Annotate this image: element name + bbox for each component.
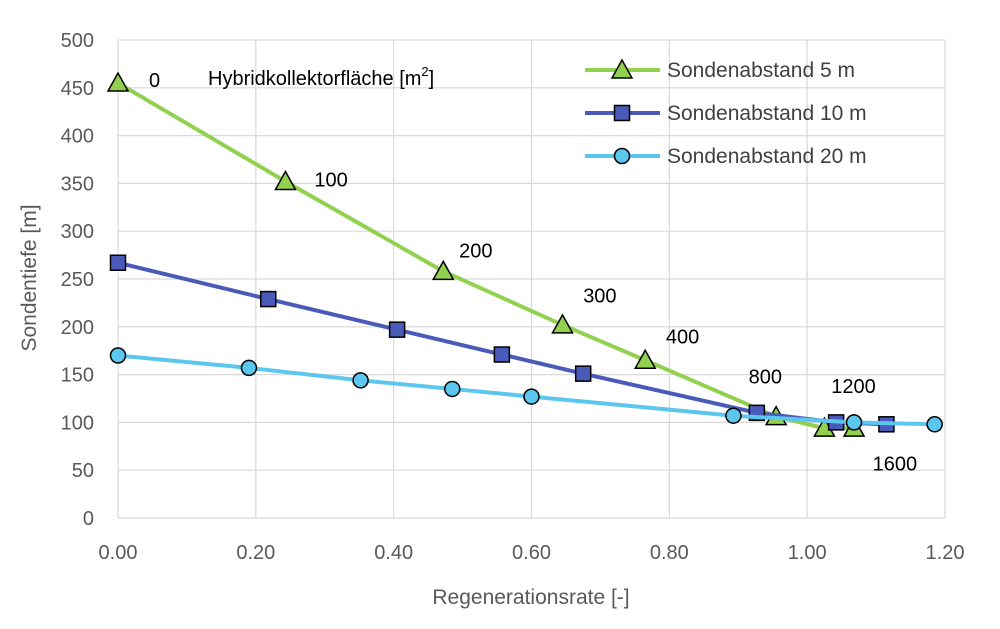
data-point <box>109 254 127 271</box>
y-tick-label: 300 <box>61 221 94 243</box>
y-tick-label: 250 <box>61 269 94 291</box>
x-tick-label: 0.80 <box>650 542 689 564</box>
series-line <box>116 81 855 431</box>
data-point <box>443 380 461 398</box>
inset-label-text: Hybridkollektorfläche [m <box>208 68 421 90</box>
data-point <box>523 388 540 405</box>
legend-item: Sondenabstand 10 m <box>585 102 867 125</box>
point-annotation: 1600 <box>873 454 918 476</box>
inset-label-superscript: 2 <box>421 64 428 79</box>
legend-label: Sondenabstand 10 m <box>667 102 867 125</box>
x-tick-label: 1.00 <box>788 542 827 564</box>
data-point <box>259 290 277 308</box>
y-tick-label: 450 <box>61 78 94 100</box>
y-tick-label: 500 <box>61 30 94 52</box>
data-point <box>240 359 258 377</box>
data-point <box>388 321 406 338</box>
y-tick-label: 150 <box>61 365 94 387</box>
legend-label: Sondenabstand 20 m <box>667 145 867 168</box>
point-annotation: 400 <box>666 326 699 348</box>
series-layer <box>106 71 943 437</box>
y-tick-label: 100 <box>61 412 94 434</box>
data-point <box>432 259 455 281</box>
y-tick-label: 0 <box>83 508 94 530</box>
point-annotation: 800 <box>749 367 782 389</box>
data-point <box>845 414 863 431</box>
series-1 <box>106 71 866 437</box>
y-tick-label: 50 <box>72 460 94 482</box>
point-annotation: 100 <box>314 170 347 192</box>
y-tick-labels: 0 50 100 150 200 250 300 350 400 450 500 <box>61 30 94 530</box>
data-point <box>574 365 592 382</box>
series-line <box>117 353 935 427</box>
legend-label: Sondenabstand 5 m <box>667 59 855 82</box>
data-point <box>109 347 127 364</box>
x-tick-label: 0.40 <box>374 542 413 564</box>
x-tick-label: 0.00 <box>99 542 138 564</box>
y-tick-label: 350 <box>61 173 94 195</box>
legend: Sondenabstand 5 m Sondenabstand 10 m Sonde… <box>585 58 867 168</box>
x-tick-labels: 0.00 0.20 0.40 0.60 0.80 1.00 1.20 <box>99 542 965 564</box>
grid <box>117 39 946 519</box>
point-annotation: 200 <box>459 240 492 262</box>
data-point <box>274 169 297 191</box>
x-tick-label: 0.20 <box>236 542 275 564</box>
legend-item: Sondenabstand 5 m <box>585 58 855 82</box>
inset-label-suffix: ] <box>429 68 435 90</box>
data-point <box>551 313 574 334</box>
y-axis-title: Sondentiefe [m] <box>18 204 41 351</box>
data-point <box>725 407 742 424</box>
y-tick-label: 400 <box>61 126 94 148</box>
legend-marker <box>613 104 631 122</box>
data-point <box>493 346 511 363</box>
data-point <box>926 416 943 433</box>
legend-marker <box>610 58 634 79</box>
series-line <box>117 260 887 427</box>
series-2 <box>109 254 895 433</box>
legend-marker <box>613 147 631 165</box>
y-tick-label: 200 <box>61 317 94 339</box>
point-annotation: 0 <box>149 70 160 92</box>
x-tick-label: 1.20 <box>926 542 965 564</box>
data-point <box>106 71 130 92</box>
point-annotation: 300 <box>583 285 616 307</box>
point-annotation: 1200 <box>831 376 876 398</box>
legend-item: Sondenabstand 20 m <box>585 145 867 168</box>
series-3 <box>109 347 943 433</box>
x-axis-title: Regenerationsrate [-] <box>432 586 629 609</box>
inset-label: Hybridkollektorfläche [m2] <box>208 64 434 90</box>
annotation-layer: 0 100 200 300 400 800 1200 1600 <box>149 70 917 475</box>
data-point <box>633 348 657 370</box>
data-point <box>352 372 369 389</box>
x-tick-label: 0.60 <box>512 542 551 564</box>
